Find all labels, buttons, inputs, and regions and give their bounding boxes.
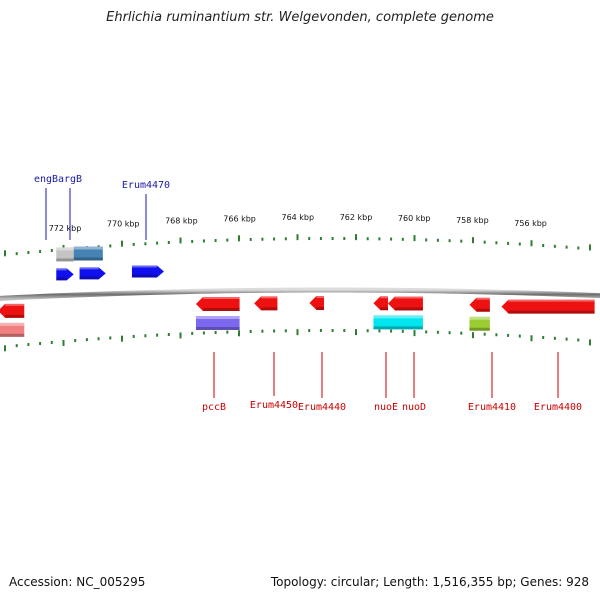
gene-feature-box[interactable] bbox=[373, 315, 423, 330]
gene-feature-box[interactable] bbox=[73, 246, 103, 261]
scale-tick-label: 770 kbp bbox=[107, 220, 140, 229]
gene-feature-box[interactable] bbox=[56, 247, 74, 262]
gene-feature-reverse[interactable] bbox=[469, 297, 490, 312]
gene-label: Erum4410 bbox=[468, 402, 516, 413]
gene-feature-reverse[interactable] bbox=[373, 296, 389, 311]
gene-label: nuoE bbox=[374, 402, 398, 413]
gene-feature-reverse[interactable] bbox=[388, 296, 423, 311]
gene-feature-reverse[interactable] bbox=[309, 296, 324, 311]
gene-feature-forward[interactable] bbox=[131, 265, 164, 278]
gene-labels: engB argB Erum4470 pccB Erum4450 Erum4440 nuoE… bbox=[34, 174, 582, 413]
gene-feature-reverse[interactable] bbox=[195, 296, 240, 311]
scale-tick-label: 772 kbp bbox=[49, 224, 82, 233]
scale-tick-label: 766 kbp bbox=[223, 214, 256, 223]
gene-feature-forward[interactable] bbox=[79, 267, 106, 280]
gene-features bbox=[0, 246, 595, 337]
gene-feature-box[interactable] bbox=[469, 316, 490, 331]
gene-label: Erum4440 bbox=[298, 402, 346, 413]
genome-backbone bbox=[0, 287, 600, 301]
gene-label: Erum4450 bbox=[250, 400, 298, 411]
gene-feature-reverse[interactable] bbox=[0, 303, 25, 318]
scale-tick-label: 764 kbp bbox=[281, 213, 314, 222]
gene-feature-reverse[interactable] bbox=[254, 296, 278, 311]
scale-tick-label: 758 kbp bbox=[456, 216, 489, 225]
accession-label: Accession: NC_005295 bbox=[9, 575, 146, 589]
gene-label: Erum4470 bbox=[122, 180, 170, 191]
gene-feature-reverse[interactable] bbox=[501, 299, 595, 314]
gene-feature-forward[interactable] bbox=[56, 268, 74, 281]
scale-tick-label: 760 kbp bbox=[398, 214, 431, 223]
scale-ticks: 772 kbp 770 kbp 768 kbp 766 kbp 764 kbp 762 k… bbox=[4, 213, 591, 352]
gene-label: argB bbox=[58, 174, 82, 185]
gene-label: pccB bbox=[202, 402, 226, 413]
gene-feature-box[interactable] bbox=[0, 322, 25, 337]
gene-label: Erum4400 bbox=[534, 402, 582, 413]
gene-label: engB bbox=[34, 174, 58, 185]
scale-tick-label: 762 kbp bbox=[340, 213, 373, 222]
topology-label: Topology: circular; Length: 1,516,355 bp… bbox=[270, 575, 589, 589]
map-title: Ehrlichia ruminantium str. Welgevonden, … bbox=[106, 10, 494, 25]
gene-feature-box[interactable] bbox=[195, 315, 240, 330]
scale-tick-label: 756 kbp bbox=[514, 219, 547, 228]
gene-label: nuoD bbox=[402, 402, 426, 413]
scale-tick-label: 768 kbp bbox=[165, 216, 198, 225]
